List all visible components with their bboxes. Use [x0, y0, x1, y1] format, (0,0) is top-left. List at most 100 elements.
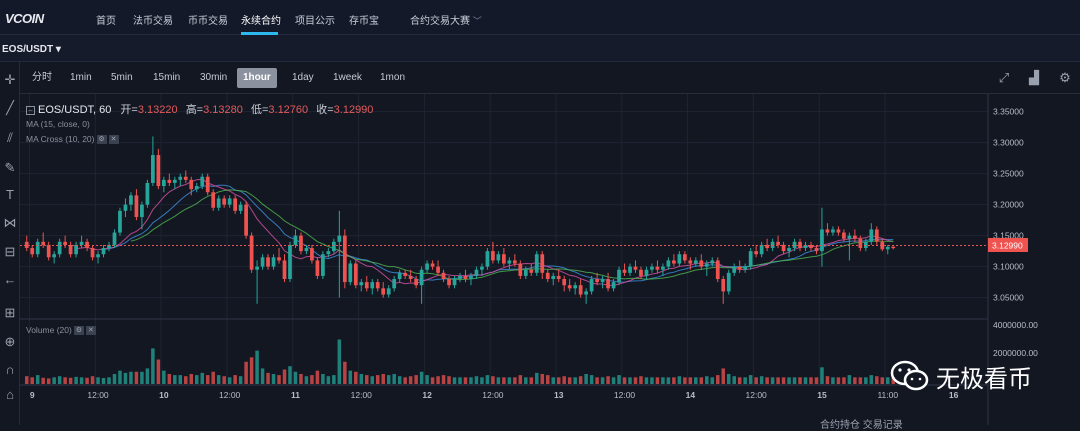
- indicator-ma-cross[interactable]: MA Cross (10, 20) ⚙ ✕: [26, 134, 119, 145]
- legend-collapse-icon[interactable]: −: [26, 105, 35, 115]
- candle-body: [666, 260, 671, 267]
- volume-bar: [326, 376, 331, 384]
- close-icon[interactable]: ✕: [108, 135, 119, 145]
- candlestick: [151, 136, 155, 187]
- candle-body: [512, 260, 517, 264]
- candlestick: [721, 275, 726, 304]
- candlestick: [853, 229, 857, 242]
- legend-high: 3.13280: [203, 104, 243, 116]
- volume-bar: [754, 377, 758, 384]
- chart-type-icon[interactable]: ▟: [1029, 70, 1039, 85]
- zoom-in-icon[interactable]: ⊕: [4, 334, 16, 349]
- time-tick-label: 12:00: [219, 390, 241, 400]
- volume-bar: [633, 377, 638, 384]
- brush-icon[interactable]: ✎: [4, 160, 16, 175]
- candlestick: [699, 254, 704, 270]
- volume-bar: [184, 376, 188, 384]
- candle-body: [101, 248, 106, 255]
- timeframe-1mon[interactable]: 1mon: [380, 72, 406, 83]
- settings-icon[interactable]: ⚙: [73, 326, 84, 336]
- candlestick: [118, 207, 122, 236]
- measure-tool-icon[interactable]: ⊟: [4, 244, 16, 259]
- nav-coin-trade[interactable]: 币币交易: [188, 16, 228, 27]
- price-chart[interactable]: 3.35000 3.30000 3.25000 3.20000 3.15000 3.100…: [20, 94, 1080, 425]
- candlestick: [847, 232, 852, 261]
- nav-savings[interactable]: 存币宝: [349, 16, 379, 27]
- candlestick: [562, 275, 567, 292]
- candle-body: [803, 244, 808, 249]
- ma-20-line: [130, 189, 894, 281]
- timeframe-5min[interactable]: 5min: [111, 72, 133, 83]
- candle-body: [496, 254, 501, 261]
- pair-selector[interactable]: EOS/USDT ▾: [2, 44, 61, 55]
- bottom-tabs[interactable]: 合约持仓 交易记录: [820, 420, 903, 431]
- volume-bar: [343, 361, 347, 384]
- back-arrow-icon[interactable]: ←: [3, 272, 17, 287]
- nav-perpetual-contract[interactable]: 永续合约: [241, 16, 281, 27]
- trend-line-icon[interactable]: ╱: [6, 100, 14, 115]
- volume-bar: [458, 377, 462, 384]
- candle-body: [447, 279, 451, 286]
- timeframe-1hour[interactable]: 1hour: [237, 68, 277, 88]
- volume-bar: [699, 377, 704, 384]
- volume-bar: [737, 377, 742, 384]
- volume-tick-label: 2000000.00: [993, 348, 1038, 358]
- candle-body: [545, 272, 550, 280]
- candlestick: [639, 266, 643, 280]
- parallel-channel-icon[interactable]: ⫽: [7, 130, 13, 145]
- candle-body: [847, 235, 852, 239]
- candlestick: [200, 173, 205, 190]
- chart-canvas[interactable]: 3.35000 3.30000 3.25000 3.20000 3.15000 3.100…: [20, 94, 1080, 425]
- settings-gear-icon[interactable]: ⚙: [1059, 70, 1071, 85]
- ruler-icon[interactable]: ⊞: [4, 305, 16, 320]
- timeframe-15min[interactable]: 15min: [153, 72, 181, 83]
- candle-body: [112, 232, 117, 245]
- timeframe-time[interactable]: 分时: [32, 72, 52, 83]
- candle-body: [842, 232, 846, 239]
- price-tick-label: 3.35000: [993, 107, 1024, 117]
- candle-body: [836, 229, 841, 233]
- settings-icon[interactable]: ⚙: [96, 135, 107, 145]
- lock-icon[interactable]: ⌂: [6, 387, 14, 402]
- candlestick: [310, 244, 314, 264]
- volume-bar: [562, 376, 566, 384]
- volume-bar: [30, 377, 34, 384]
- moving-average-lines: [76, 178, 894, 287]
- volume-bar: [315, 370, 320, 384]
- timeframe-30min[interactable]: 30min: [200, 72, 228, 83]
- crosshair-icon[interactable]: ✛: [4, 72, 16, 87]
- candle-body: [321, 254, 325, 276]
- candle-body: [589, 279, 594, 292]
- candle-body: [759, 244, 764, 255]
- logo[interactable]: VCOIN: [4, 8, 44, 28]
- volume-bar: [639, 376, 643, 384]
- timeframe-1week[interactable]: 1week: [333, 72, 362, 83]
- volume-bar: [589, 375, 594, 384]
- timeframe-1min[interactable]: 1min: [70, 72, 92, 83]
- candlestick: [211, 189, 216, 211]
- magnet-icon[interactable]: ∩: [5, 362, 15, 377]
- nav-contest-dropdown[interactable]: 合约交易大赛 ﹀: [410, 12, 482, 27]
- candle-body: [644, 269, 649, 276]
- candlestick: [518, 260, 523, 280]
- pattern-tool-icon[interactable]: ⋈: [3, 215, 17, 230]
- nav-fiat-trade[interactable]: 法币交易: [133, 16, 173, 27]
- candle-body: [463, 275, 468, 280]
- candlestick: [79, 235, 84, 249]
- candlestick: [342, 229, 347, 289]
- indicator-volume-label: Volume (20): [26, 325, 72, 335]
- time-tick-label: 11: [291, 390, 300, 400]
- close-icon[interactable]: ✕: [85, 326, 96, 336]
- timeframe-1day[interactable]: 1day: [292, 72, 314, 83]
- indicator-volume[interactable]: Volume (20) ⚙ ✕: [26, 325, 96, 336]
- candlestick: [255, 260, 259, 304]
- candlestick: [74, 241, 78, 258]
- indicator-ma[interactable]: MA (15, close, 0): [26, 119, 90, 129]
- candle-body: [156, 155, 161, 187]
- nav-project-announcement[interactable]: 项目公示: [295, 16, 335, 27]
- candlestick: [885, 244, 890, 255]
- nav-home[interactable]: 首页: [96, 16, 116, 27]
- fullscreen-icon[interactable]: ⤢: [998, 70, 1010, 85]
- text-tool-icon[interactable]: T: [6, 187, 14, 202]
- candlestick: [436, 260, 440, 276]
